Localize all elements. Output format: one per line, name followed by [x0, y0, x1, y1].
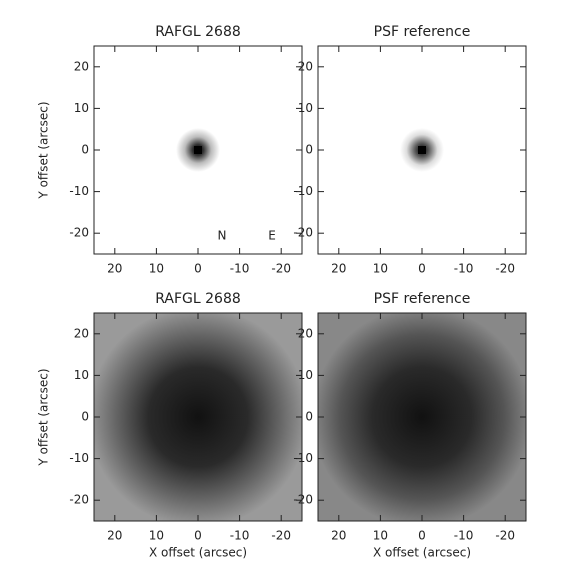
x-tick-label: -10	[454, 529, 474, 543]
x-tick-label: 10	[149, 262, 164, 276]
y-tick-label: -10	[69, 184, 89, 198]
x-tick-label: -20	[495, 262, 515, 276]
x-tick-label: 20	[107, 529, 122, 543]
y-axis-label: Y offset (arcsec)	[37, 101, 51, 199]
x-tick-label: 0	[418, 262, 426, 276]
y-tick-label: 20	[74, 59, 89, 73]
y-tick-label: 0	[305, 143, 313, 157]
image-peak	[418, 146, 426, 154]
x-axis-label: X offset (arcsec)	[373, 546, 471, 560]
image-peak	[194, 146, 202, 154]
image-intensity	[318, 313, 526, 521]
panel-title: PSF reference	[374, 24, 471, 40]
y-tick-label: 10	[74, 101, 89, 115]
x-tick-label: 20	[331, 262, 346, 276]
panel-title: PSF reference	[374, 291, 471, 307]
x-tick-label: -20	[271, 262, 291, 276]
y-tick-label: -20	[69, 226, 89, 240]
y-axis-label: Y offset (arcsec)	[37, 368, 51, 466]
x-tick-label: -20	[495, 529, 515, 543]
image-intensity	[94, 313, 302, 521]
annotation: N	[218, 229, 227, 243]
y-tick-label: 20	[74, 326, 89, 340]
x-tick-label: 10	[373, 262, 388, 276]
y-tick-label: 20	[298, 59, 313, 73]
y-tick-label: 0	[305, 410, 313, 424]
x-tick-label: 10	[373, 529, 388, 543]
x-tick-label: 20	[107, 262, 122, 276]
panel-title: RAFGL 2688	[155, 291, 241, 307]
x-tick-label: -20	[271, 529, 291, 543]
y-tick-label: 20	[298, 326, 313, 340]
annotation: E	[268, 229, 276, 243]
y-tick-label: 0	[81, 410, 89, 424]
y-tick-label: 10	[298, 101, 313, 115]
x-tick-label: 0	[418, 529, 426, 543]
x-tick-label: -10	[230, 262, 250, 276]
x-tick-label: 10	[149, 529, 164, 543]
y-tick-label: -10	[293, 451, 313, 465]
y-tick-label: 10	[298, 368, 313, 382]
x-tick-label: 0	[194, 529, 202, 543]
x-tick-label: 20	[331, 529, 346, 543]
y-tick-label: -20	[293, 493, 313, 507]
y-tick-label: 0	[81, 143, 89, 157]
y-tick-label: 10	[74, 368, 89, 382]
y-tick-label: -10	[293, 184, 313, 198]
y-tick-label: -20	[293, 226, 313, 240]
x-tick-label: -10	[230, 529, 250, 543]
x-axis-label: X offset (arcsec)	[149, 546, 247, 560]
y-tick-label: -20	[69, 493, 89, 507]
x-tick-label: 0	[194, 262, 202, 276]
x-tick-label: -10	[454, 262, 474, 276]
panel-title: RAFGL 2688	[155, 24, 241, 40]
y-tick-label: -10	[69, 451, 89, 465]
